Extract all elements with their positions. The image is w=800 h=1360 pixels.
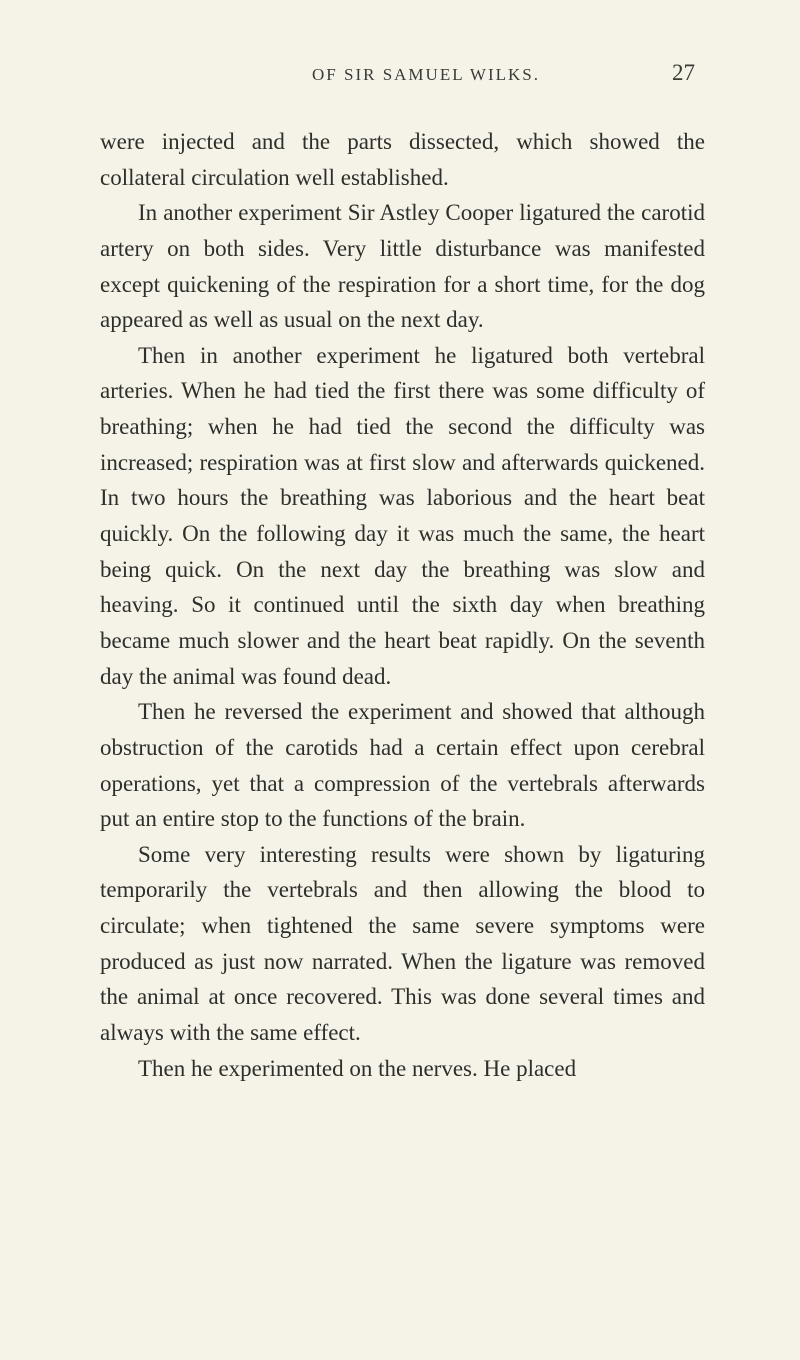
paragraph: Then he reversed the experiment and show… — [100, 694, 705, 837]
paragraph: Some very interesting results were shown… — [100, 837, 705, 1051]
paragraph: were injected and the parts dissected, w… — [100, 124, 705, 195]
paragraph: Then in another experiment he ligatured … — [100, 338, 705, 694]
page-header: OF SIR SAMUEL WILKS. 27 — [100, 60, 705, 86]
paragraph: Then he experimented on the nerves. He p… — [100, 1051, 705, 1087]
page-number: 27 — [672, 60, 695, 86]
page-container: OF SIR SAMUEL WILKS. 27 were injected an… — [100, 60, 705, 1300]
body-text: were injected and the parts dissected, w… — [100, 124, 705, 1086]
running-head: OF SIR SAMUEL WILKS. — [180, 65, 672, 85]
paragraph: In another experiment Sir Astley Cooper … — [100, 195, 705, 338]
